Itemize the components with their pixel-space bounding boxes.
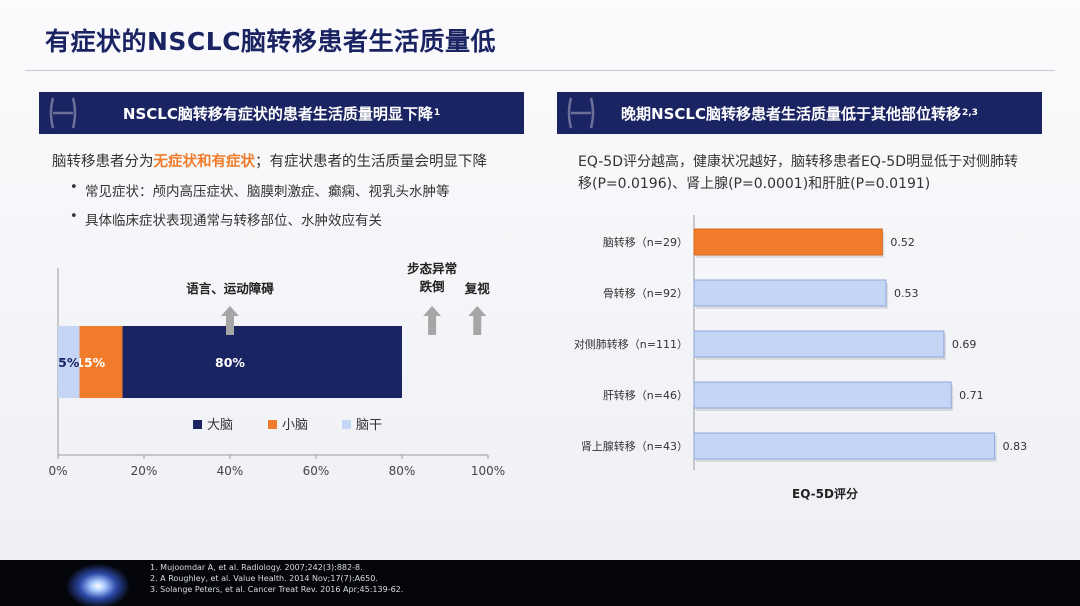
reference-item: 3. Solange Peters, et al. Cancer Treat R… [150, 585, 404, 594]
left-banner-ref: 1 [433, 108, 441, 118]
bar [693, 432, 996, 460]
intro-highlight: 无症状和有症状 [153, 154, 256, 170]
logo-mark-icon [567, 97, 595, 129]
annotation-arrow-head-icon [423, 306, 442, 316]
legend-swatch [268, 420, 277, 429]
legend-label: 脑干 [356, 418, 382, 433]
category-label: 脑转移（n=29） [603, 235, 688, 249]
left-banner: NSCLC脑转移有症状的患者生活质量明显下降 1 [39, 92, 524, 134]
x-tick-label: 20% [131, 464, 158, 478]
references: 1. Mujoomdar A, et al. Radiology. 2007;2… [150, 562, 403, 595]
bar-value-label: 0.52 [890, 236, 915, 249]
bar [693, 330, 945, 358]
bar-value-label: 5% [58, 355, 80, 370]
footer-bar [0, 560, 1080, 606]
bullet-dot-icon: • [70, 180, 78, 195]
annotation-arrow-stem [428, 315, 437, 335]
legend-swatch [342, 420, 351, 429]
right-description: EQ-5D评分越高，健康状况越好，脑转移患者EQ-5D明显低于对侧肺转移(P=0… [578, 154, 1018, 192]
slide-title: 有症状的NSCLC脑转移患者生活质量低 [45, 27, 497, 56]
annotation-label: 步态异常 [407, 261, 457, 276]
bullet-text: 具体临床症状表现通常与转移部位、水肿效应有关 [85, 213, 382, 229]
bar [693, 228, 883, 256]
bar-value-label: 0.69 [952, 338, 977, 351]
right-banner: 晚期NSCLC脑转移患者生活质量低于其他部位转移 2,3 [557, 92, 1042, 134]
bar [693, 279, 887, 307]
logo-mark-icon [49, 97, 77, 129]
right-banner-ref: 2,3 [961, 108, 978, 118]
annotation-arrow-stem [226, 315, 234, 335]
bar-value-label: 0.71 [959, 389, 984, 402]
category-label: 肾上腺转移（n=43） [581, 439, 688, 453]
category-label: 肝转移（n=46） [603, 388, 688, 402]
x-tick-label: 40% [217, 464, 244, 478]
legend-label: 小脑 [282, 418, 308, 433]
category-label: 骨转移（n=92） [603, 286, 688, 300]
footer-light-graphic [20, 560, 140, 606]
x-tick-label: 100% [471, 464, 505, 478]
bar-value-label: 15% [75, 355, 105, 370]
bar-value-label: 80% [215, 355, 245, 370]
bullet-item: • 具体临床症状表现通常与转移部位、水肿效应有关 [70, 209, 382, 229]
left-intro-text: 脑转移患者分为无症状和有症状；有症状患者的生活质量会明显下降 [52, 150, 487, 171]
annotation-arrow-stem [473, 315, 482, 335]
title-divider [25, 70, 1055, 71]
bullet-dot-icon: • [70, 209, 78, 224]
right-banner-title: 晚期NSCLC脑转移患者生活质量低于其他部位转移 [621, 104, 961, 123]
legend-swatch [193, 420, 202, 429]
x-tick-label: 0% [48, 464, 67, 478]
annotation-arrow-head-icon [221, 306, 239, 316]
annotation-arrow-head-icon [468, 306, 487, 316]
reference-item: 2. A Roughley, et al. Value Health. 2014… [150, 574, 378, 583]
bar-value-label: 0.83 [1003, 440, 1028, 453]
category-label: 对侧肺转移（n=111） [574, 337, 688, 351]
annotation-label: 语言、运动障碍 [186, 281, 274, 296]
bar-value-label: 0.53 [894, 287, 919, 300]
x-axis-title: EQ-5D评分 [792, 486, 858, 501]
bar [693, 381, 952, 409]
bullet-item: • 常见症状：颅内高压症状、脑膜刺激症、癫痫、视乳头水肿等 [70, 180, 450, 200]
legend-label: 大脑 [207, 418, 233, 433]
intro-suffix: ；有症状患者的生活质量会明显下降 [255, 154, 487, 170]
bar-segment-3 [58, 326, 80, 398]
bullet-text: 常见症状：颅内高压症状、脑膜刺激症、癫痫、视乳头水肿等 [85, 184, 450, 200]
left-banner-title: NSCLC脑转移有症状的患者生活质量明显下降 [122, 104, 433, 123]
reference-item: 1. Mujoomdar A, et al. Radiology. 2007;2… [150, 563, 363, 572]
eq5d-bar-chart: 脑转移（n=29） 0.52 骨转移（n=92） 0.53 对侧肺转移（n=111） 0.… [574, 215, 1028, 501]
x-tick-label: 80% [389, 464, 416, 478]
intro-prefix: 脑转移患者分为 [52, 154, 154, 170]
annotation-label: 跌倒 [420, 279, 445, 294]
x-tick-label: 60% [303, 464, 330, 478]
annotation-label: 复视 [464, 281, 491, 296]
